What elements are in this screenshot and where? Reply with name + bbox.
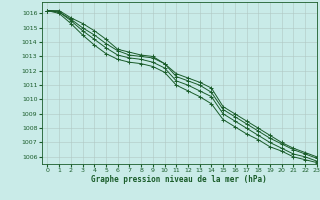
X-axis label: Graphe pression niveau de la mer (hPa): Graphe pression niveau de la mer (hPa) xyxy=(91,175,267,184)
